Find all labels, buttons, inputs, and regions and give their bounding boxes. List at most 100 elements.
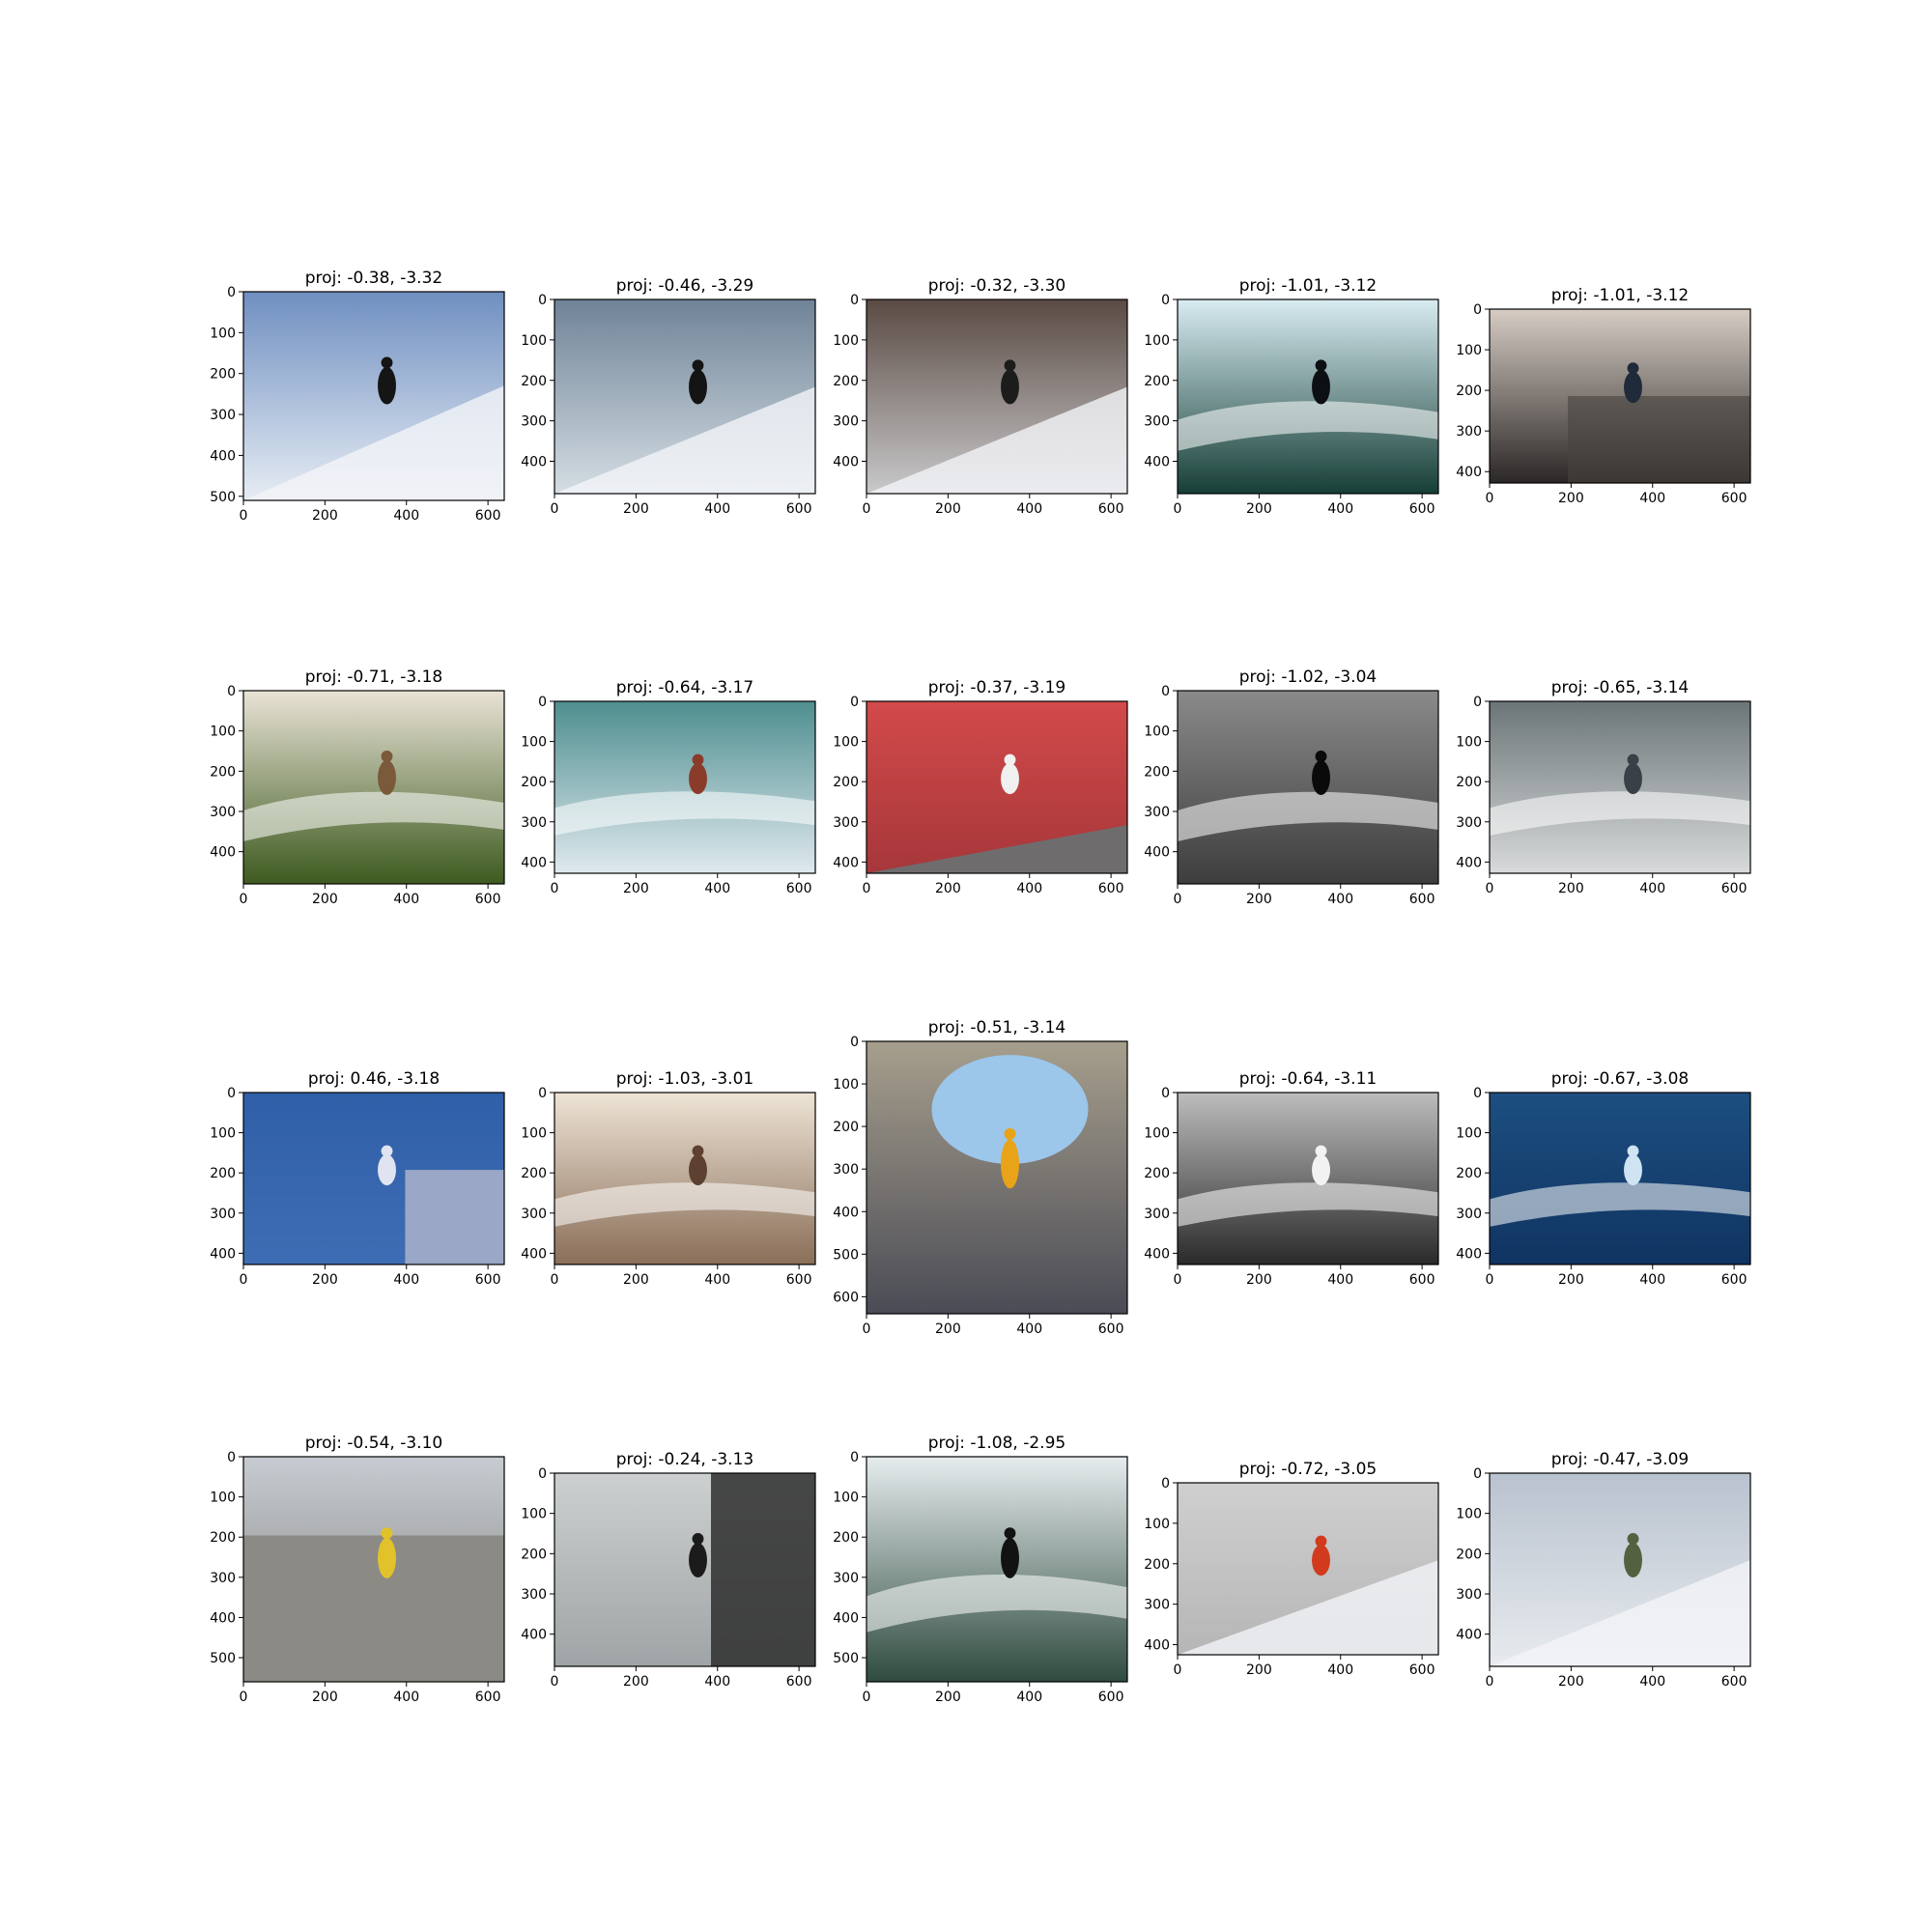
y-tick-label: 0 (1161, 293, 1170, 308)
y-tick-label: 400 (1456, 465, 1482, 480)
person-shirt (405, 1170, 504, 1264)
x-tick-label: 200 (1558, 491, 1584, 506)
y-tick-label: 100 (1456, 735, 1482, 751)
y-tick-label: 600 (833, 1290, 859, 1305)
y-tick-label: 200 (1144, 1557, 1170, 1573)
y-tick-label: 400 (521, 855, 547, 870)
subject-head (692, 359, 704, 372)
x-tick-label: 400 (1639, 491, 1665, 506)
x-tick-label: 400 (704, 1674, 730, 1690)
x-tick-label: 600 (1721, 1674, 1747, 1690)
y-tick-label: 100 (1144, 1517, 1170, 1532)
wave-foam (554, 1182, 815, 1227)
x-tick-label: 0 (240, 1690, 248, 1705)
photo (1490, 701, 1750, 873)
panel: proj: -0.32, -3.30 0 200 400 600 0 100 200 300 40… (833, 276, 1128, 517)
x-tick-label: 200 (935, 1690, 961, 1705)
x-tick-label: 200 (1246, 892, 1272, 907)
y-tick-label: 100 (833, 1077, 859, 1093)
subject-figure (1624, 763, 1642, 795)
x-tick-label: 600 (1098, 1321, 1124, 1337)
y-tick-label: 100 (210, 1491, 236, 1506)
y-tick-label: 200 (210, 367, 236, 383)
subject-figure (689, 763, 707, 795)
panel: proj: -0.65, -3.14 0 200 400 600 0 100 200 300 40… (1456, 678, 1751, 896)
x-tick-label: 200 (1558, 881, 1584, 896)
x-tick-label: 400 (704, 501, 730, 517)
y-tick-label: 0 (1473, 1466, 1482, 1482)
y-tick-label: 0 (850, 293, 859, 308)
x-tick-label: 600 (475, 1272, 501, 1288)
y-tick-label: 500 (210, 490, 236, 505)
panel-title: proj: -0.47, -3.09 (1551, 1450, 1689, 1469)
y-tick-label: 200 (833, 374, 859, 389)
y-tick-label: 200 (521, 1166, 547, 1181)
x-tick-label: 400 (1639, 1674, 1665, 1690)
x-tick-label: 200 (1246, 501, 1272, 517)
photo (243, 292, 504, 500)
y-tick-label: 0 (850, 1035, 859, 1050)
panel-title: proj: -0.51, -3.14 (928, 1018, 1065, 1037)
wave-foam (1178, 401, 1438, 451)
x-tick-label: 400 (1327, 501, 1353, 517)
x-tick-label: 400 (704, 881, 730, 896)
subject-figure (1312, 760, 1330, 795)
y-tick-label: 0 (850, 695, 859, 710)
photo (554, 1473, 815, 1666)
x-tick-label: 200 (935, 881, 961, 896)
subject-figure (1624, 1154, 1642, 1186)
x-tick-label: 600 (786, 1272, 812, 1288)
x-tick-label: 200 (1558, 1272, 1584, 1288)
wave-foam (554, 791, 815, 836)
x-tick-label: 0 (863, 881, 871, 896)
x-tick-label: 200 (1558, 1674, 1584, 1690)
photo (243, 1093, 504, 1264)
panel-title: proj: -0.67, -3.08 (1551, 1069, 1689, 1089)
y-tick-label: 200 (1456, 775, 1482, 790)
y-tick-label: 400 (1456, 1628, 1482, 1643)
y-tick-label: 300 (1144, 805, 1170, 820)
subject-figure (378, 366, 396, 405)
y-tick-label: 100 (833, 333, 859, 349)
axes-frame (1489, 308, 1751, 484)
axes-frame (866, 1040, 1128, 1315)
window-frame (711, 1473, 815, 1666)
y-tick-label: 0 (538, 1086, 547, 1101)
y-tick-label: 400 (1144, 1246, 1170, 1262)
panel: proj: -0.38, -3.32 0 200 400 600 0 100 200 300 40… (210, 269, 505, 524)
panel: proj: -1.01, -3.12 0 200 400 600 0 100 200 300 40… (1456, 286, 1751, 506)
x-tick-label: 0 (551, 881, 559, 896)
panel: proj: -1.03, -3.01 0 200 400 600 0 100 200 300 40… (521, 1069, 816, 1288)
panel: proj: -0.46, -3.29 0 200 400 600 0 100 200 300 40… (521, 276, 816, 517)
y-tick-label: 0 (1473, 695, 1482, 710)
y-tick-label: 100 (521, 1507, 547, 1522)
x-tick-label: 0 (551, 1272, 559, 1288)
y-tick-label: 200 (521, 374, 547, 389)
axes-frame (1489, 700, 1751, 874)
y-tick-label: 300 (521, 414, 547, 430)
wave-foam (1490, 791, 1750, 836)
y-tick-label: 200 (1144, 1166, 1170, 1181)
x-tick-label: 400 (393, 1272, 419, 1288)
panel: proj: -1.01, -3.12 0 200 400 600 0 100 200 300 40… (1144, 276, 1439, 517)
photo (1178, 299, 1438, 494)
x-tick-label: 200 (1246, 1662, 1272, 1678)
x-tick-label: 600 (1721, 1272, 1747, 1288)
subject-figure (1001, 369, 1019, 405)
y-tick-label: 300 (210, 1207, 236, 1222)
panel: proj: -1.08, -2.95 0 200 400 600 0 100 200 300 40… (833, 1434, 1128, 1705)
panel-title: proj: -1.03, -3.01 (616, 1069, 753, 1089)
axes-frame (1489, 1472, 1751, 1667)
panel: proj: -0.67, -3.08 0 200 400 600 0 100 200 300 40… (1456, 1069, 1751, 1288)
y-tick-label: 300 (210, 805, 236, 820)
pool-bowl (243, 1535, 504, 1682)
subject-figure (1624, 1543, 1642, 1577)
photo (1178, 1483, 1438, 1655)
y-tick-label: 300 (1456, 1207, 1482, 1222)
x-tick-label: 400 (1639, 881, 1665, 896)
photo (867, 1041, 1127, 1314)
panels-grid: proj: -0.38, -3.32 0 200 400 600 0 100 200 300 40… (210, 269, 1751, 1705)
subject-head (1004, 1527, 1016, 1540)
y-tick-label: 400 (833, 1205, 859, 1220)
subject-head (381, 1145, 393, 1157)
